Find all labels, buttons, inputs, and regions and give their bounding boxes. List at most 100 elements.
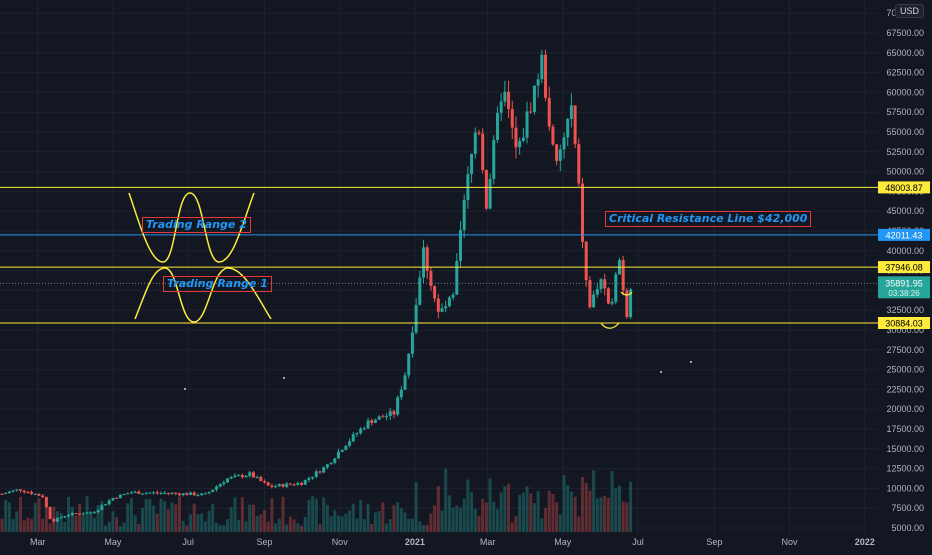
volume-bar — [592, 470, 596, 532]
candle-body — [573, 105, 577, 145]
volume-bar — [4, 499, 8, 532]
y-tick-label: 27500.00 — [886, 345, 924, 355]
candlesticks — [0, 49, 633, 523]
candle-body — [507, 91, 511, 110]
y-tick-label: 25000.00 — [886, 365, 924, 375]
x-tick-label: 2021 — [405, 537, 425, 547]
candle-body — [429, 270, 433, 286]
candle-body — [625, 290, 629, 318]
candle-body — [470, 153, 474, 175]
trading-range-1-wave — [134, 267, 272, 323]
volume-bar — [610, 471, 614, 532]
volume-bar — [466, 479, 470, 532]
candle-body — [96, 509, 100, 513]
volume-bar — [344, 513, 348, 532]
volume-bar — [447, 495, 451, 532]
y-tick-label: 50000.00 — [886, 167, 924, 177]
candle-body — [244, 475, 248, 478]
currency-badge[interactable]: USD — [894, 4, 924, 18]
candle-body — [303, 479, 307, 485]
volume-bar — [473, 508, 477, 532]
volume-bar — [617, 485, 621, 532]
y-tick-label: 20000.00 — [886, 404, 924, 414]
candle-body — [18, 489, 22, 491]
current-price-text: 35891.95 — [885, 278, 923, 288]
dot-marker — [690, 361, 692, 363]
candle-body — [606, 288, 610, 304]
candle-body — [462, 199, 466, 231]
candle-body — [403, 375, 407, 390]
volume-bar — [621, 501, 625, 532]
candle-body — [248, 472, 252, 476]
dot-marker — [283, 377, 285, 379]
candle-body — [277, 484, 281, 487]
volume-bar — [92, 518, 96, 532]
volume-bar — [499, 492, 503, 532]
volume-bar — [200, 513, 204, 532]
candle-body — [562, 137, 566, 150]
candle-body — [67, 514, 71, 517]
candle-body — [558, 149, 562, 161]
volume-bar — [603, 495, 607, 532]
candle-body — [107, 500, 111, 505]
volume-bar — [192, 503, 196, 532]
candle-body — [455, 260, 459, 295]
candle-body — [577, 144, 581, 184]
candle-body — [544, 54, 548, 98]
y-tick-label: 57500.00 — [886, 107, 924, 117]
volume-bar — [281, 496, 285, 532]
volume-bar — [78, 503, 82, 532]
candle-body — [55, 517, 59, 522]
volume-bar — [377, 511, 381, 532]
candle-body — [518, 140, 522, 148]
volume-bar — [48, 523, 52, 532]
candle-body — [63, 516, 67, 518]
level-price-tag — [878, 261, 930, 274]
volume-bar — [30, 519, 34, 532]
volume-bar — [233, 497, 237, 532]
x-tick-label: Nov — [332, 537, 349, 547]
volume-bar — [170, 502, 174, 532]
volume-bar — [399, 508, 403, 532]
candle-body — [166, 492, 170, 494]
volume-bar — [303, 516, 307, 532]
level-price-tag — [878, 316, 930, 329]
volume-bar — [336, 515, 340, 532]
candle-body — [214, 486, 218, 490]
candle-body — [181, 493, 185, 496]
candle-body — [370, 420, 374, 423]
candle-body — [514, 127, 518, 148]
y-tick-label: 10000.00 — [886, 483, 924, 493]
level-price-tag — [878, 228, 930, 241]
candle-body — [569, 105, 573, 120]
volume-bar — [70, 506, 74, 532]
volume-bar — [240, 497, 244, 532]
trading-range-1-label: Trading Range 1 — [163, 276, 272, 292]
volume-bar — [203, 521, 207, 532]
volume-bar — [270, 498, 274, 532]
volume-bar — [436, 485, 440, 532]
volume-bar — [577, 516, 581, 532]
volume-bar — [237, 519, 241, 532]
x-tick-label: Sep — [257, 537, 273, 547]
candle-body — [133, 491, 137, 493]
volume-bar — [422, 525, 426, 532]
grid — [0, 0, 878, 536]
volume-bar — [470, 492, 474, 532]
volume-bar — [551, 493, 555, 532]
volume-bar — [11, 518, 15, 532]
candle-body — [492, 139, 496, 179]
level-price-text: 48003.87 — [885, 183, 923, 193]
volume-bar — [540, 518, 544, 532]
y-tick-label: 65000.00 — [886, 48, 924, 58]
volume-bar — [558, 514, 562, 532]
volume-bar — [288, 516, 292, 532]
volume-bar — [566, 485, 570, 532]
volume-bar — [392, 505, 396, 532]
candle-body — [362, 428, 366, 430]
candle-body — [355, 433, 359, 435]
volume-bar — [89, 511, 93, 532]
candle-body — [311, 476, 315, 479]
